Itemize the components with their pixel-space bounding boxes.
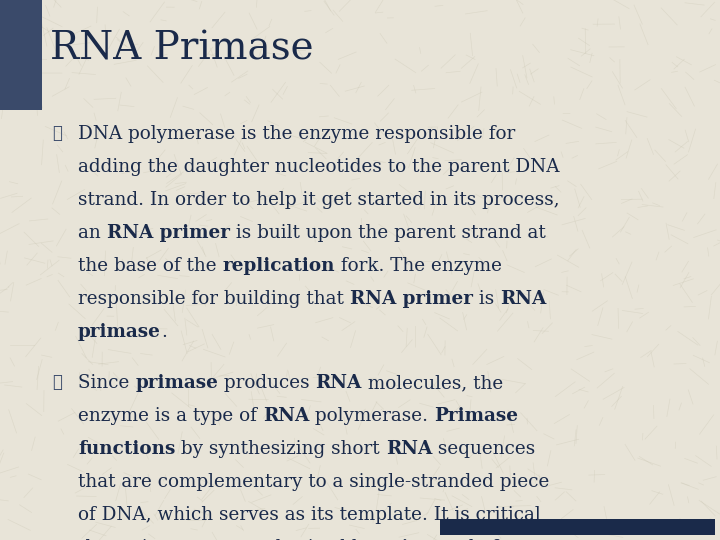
Text: that primers are synthesized by: that primers are synthesized by [78, 539, 380, 540]
Text: Primase: Primase [434, 407, 518, 425]
Text: ❖: ❖ [52, 374, 62, 391]
Text: the base of the: the base of the [78, 257, 222, 275]
Text: RNA: RNA [386, 440, 432, 458]
Text: of DNA, which serves as its template. It is critical: of DNA, which serves as its template. It… [78, 506, 541, 524]
Text: before: before [463, 539, 528, 540]
Text: DNA polymerase is the enzyme responsible for: DNA polymerase is the enzyme responsible… [78, 125, 516, 143]
Text: primase: primase [380, 539, 463, 540]
Text: primase: primase [78, 323, 161, 341]
Text: is built upon the parent strand at: is built upon the parent strand at [230, 224, 545, 242]
Text: Since: Since [78, 374, 135, 392]
Text: functions: functions [78, 440, 176, 458]
Text: RNA primer: RNA primer [350, 290, 473, 308]
Text: RNA: RNA [315, 374, 362, 392]
Text: primase: primase [135, 374, 218, 392]
Text: by synthesizing short: by synthesizing short [176, 440, 386, 458]
Text: enzyme is a type of: enzyme is a type of [78, 407, 263, 425]
Text: .: . [161, 323, 167, 341]
Text: replication: replication [222, 257, 335, 275]
Bar [0, 0, 42, 110]
Text: responsible for building that: responsible for building that [78, 290, 350, 308]
Text: strand. In order to help it get started in its process,: strand. In order to help it get started … [78, 191, 559, 209]
Bar [440, 519, 715, 535]
Text: adding the daughter nucleotides to the parent DNA: adding the daughter nucleotides to the p… [78, 158, 559, 176]
Text: molecules, the: molecules, the [362, 374, 503, 392]
Text: RNA Primase: RNA Primase [50, 30, 314, 67]
Text: polymerase.: polymerase. [309, 407, 434, 425]
Text: RNA: RNA [263, 407, 309, 425]
Text: sequences: sequences [432, 440, 536, 458]
Text: ❖: ❖ [52, 125, 62, 142]
Text: RNA primer: RNA primer [107, 224, 230, 242]
Text: produces: produces [218, 374, 315, 392]
Text: fork. The enzyme: fork. The enzyme [335, 257, 502, 275]
Text: that are complementary to a single-stranded piece: that are complementary to a single-stran… [78, 473, 549, 491]
Text: is: is [473, 290, 500, 308]
Text: an: an [78, 224, 107, 242]
Text: RNA: RNA [500, 290, 546, 308]
